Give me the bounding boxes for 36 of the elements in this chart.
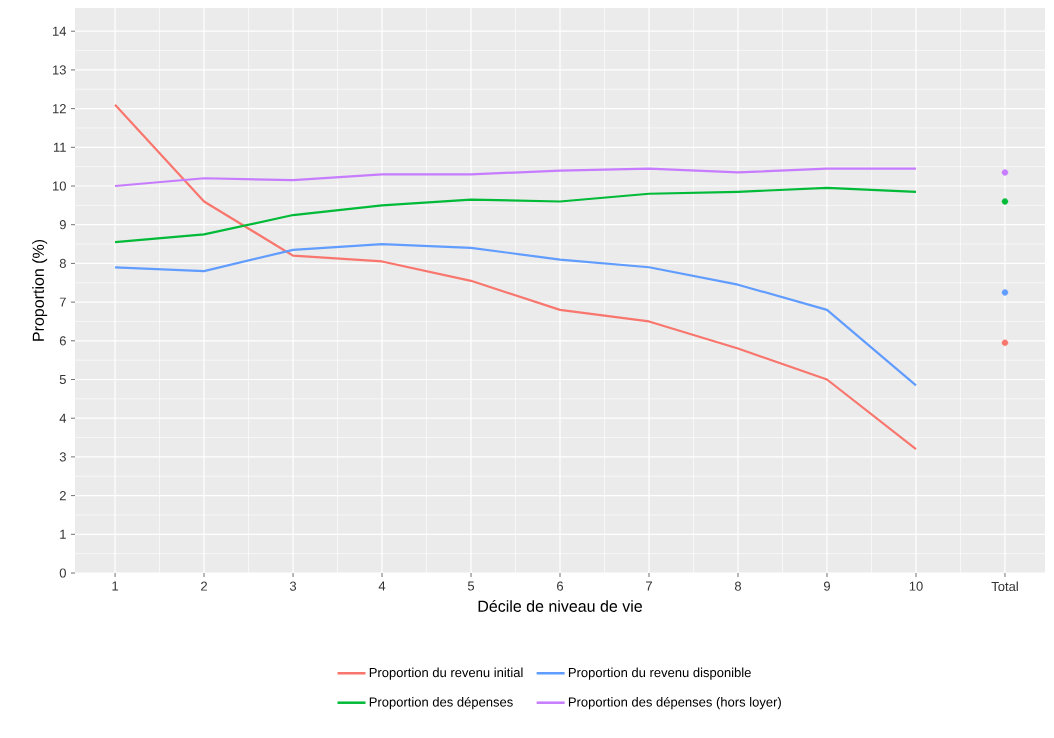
x-tick-label: 5 — [467, 581, 475, 591]
legend-label: Proportion du revenu disponible — [568, 667, 751, 680]
y-tick-label: 7 — [59, 297, 66, 307]
legend-label: Proportion des dépenses — [369, 696, 513, 710]
line-series — [113, 186, 918, 244]
y-tick-label: 14 — [52, 26, 67, 36]
line-series — [113, 103, 918, 451]
x-tick-label: 1 — [112, 581, 119, 591]
x-tick-label: 4 — [378, 581, 386, 591]
x-axis-title: Décile de niveau de vie — [478, 599, 642, 612]
line-series — [113, 242, 918, 387]
line-series — [113, 167, 918, 188]
y-axis-title: Proportion (%) — [32, 239, 48, 341]
x-tick-label: 10 — [909, 581, 923, 591]
y-tick-label: 12 — [52, 104, 66, 114]
y-tick-label: 2 — [59, 491, 66, 501]
y-tick-label: 1 — [60, 529, 66, 539]
x-tick-label: 8 — [734, 581, 742, 591]
y-tick-label: 0 — [59, 568, 66, 578]
y-tick-label: 4 — [59, 413, 67, 423]
y-tick-label: 5 — [59, 374, 66, 385]
x-tick-label: Total — [991, 581, 1018, 592]
y-tick-label: 8 — [59, 258, 66, 269]
y-tick-label: 6 — [59, 336, 66, 346]
x-tick-label: 6 — [557, 581, 564, 591]
x-tick-label: 3 — [289, 581, 297, 591]
y-tick-label: 3 — [59, 452, 66, 462]
legend-label: Proportion du revenu initial — [369, 667, 523, 680]
y-tick-label: 10 — [52, 181, 66, 191]
x-tick-label: 2 — [201, 581, 207, 591]
legend-label: Proportion des dépenses (hors loyer) — [568, 696, 781, 710]
y-tick-label: 13 — [52, 65, 66, 75]
y-tick-label: 11 — [53, 142, 66, 152]
x-tick-label: 9 — [823, 581, 830, 591]
x-tick-label: 7 — [646, 581, 652, 591]
y-tick-label: 9 — [59, 220, 66, 230]
